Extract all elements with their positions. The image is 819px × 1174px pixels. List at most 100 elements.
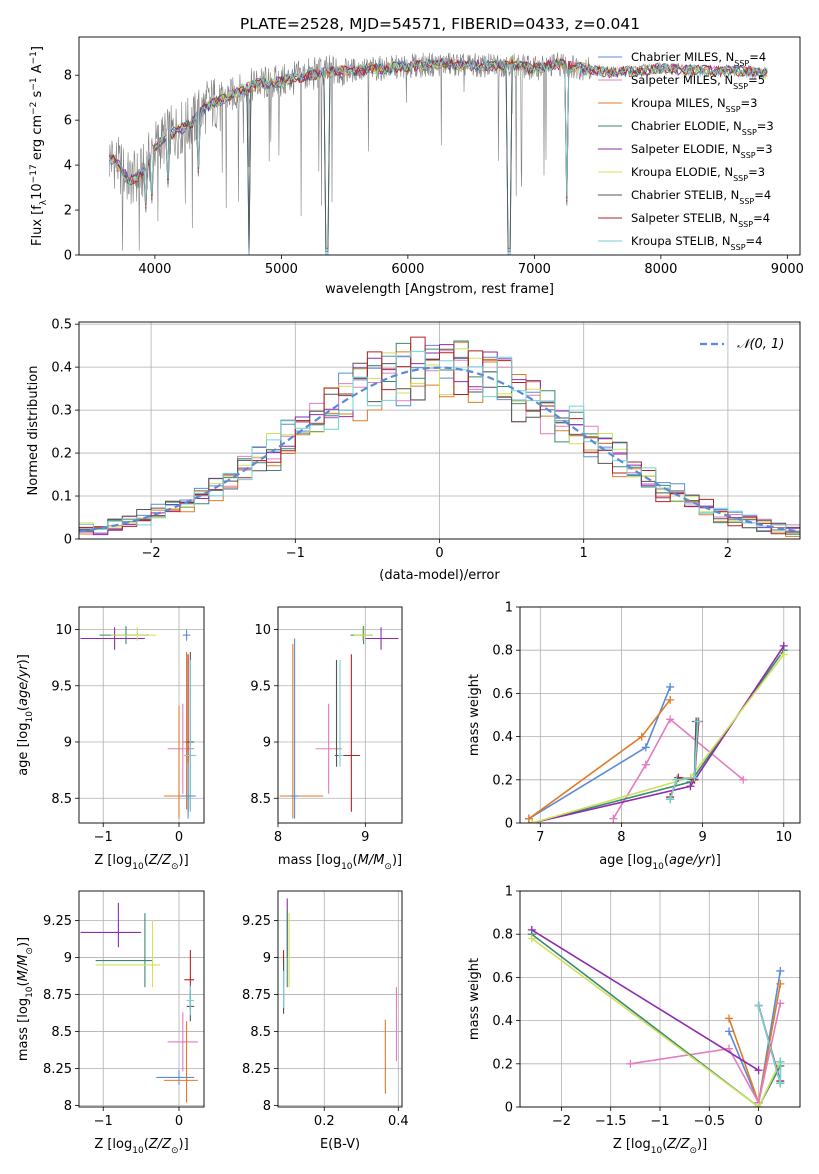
data-point-marker (776, 1079, 785, 1088)
x-axis-label: Z [log10(Z/Z⊙)] (613, 1137, 707, 1156)
x-tick-label: 0 (175, 1114, 183, 1129)
y-tick-label: 8 (263, 1099, 271, 1114)
svg-text:Flux [fλ10−17 erg cm−2 s−1 A−1: Flux [fλ10−17 erg cm−2 s−1 A−1] (29, 46, 49, 246)
model-spectrum-chabrier_stelib (109, 57, 768, 249)
x-tick-label: −1 (94, 830, 113, 845)
x-axis-label: Z [log10(Z/Z⊙)] (94, 1137, 188, 1156)
y-tick-label: 9 (263, 736, 271, 751)
errorbar-point (184, 659, 197, 812)
x-tick-label: 1 (580, 546, 588, 561)
x-tick-label: 6000 (391, 262, 424, 277)
errorbar-point (156, 1070, 195, 1085)
data-point-marker (725, 1014, 734, 1023)
x-tick-label: 5000 (265, 262, 298, 277)
axes-frame (277, 606, 403, 824)
x-tick-label: 2 (724, 546, 732, 561)
data-point-marker (641, 743, 650, 752)
weight_vs_age-panel: 7 8 9 10 0 0.2 0.4 0.6 0.8 1 age [log10(age/yr)] ma… (467, 601, 801, 872)
weight_vs_Z-marks (527, 925, 785, 1107)
legend-label: Salpeter STELIB, NSSP=4 (631, 211, 770, 229)
y-tick-label: 0 (505, 817, 513, 832)
x-tick-label: 10 (775, 830, 792, 845)
weight_vs_age-marks (524, 641, 788, 823)
axes-frame (519, 606, 801, 824)
x-tick-label: −1 (650, 1114, 669, 1129)
data-point-marker (626, 1059, 635, 1068)
series-kroupa_elodie (528, 650, 788, 823)
y-axis-label: Flux [fλ10−17 erg cm−2 s−1 A−1] (29, 46, 49, 246)
x-tick-label: 0.2 (314, 1114, 335, 1129)
x-tick-label: 9 (361, 830, 369, 845)
mass_vs_EBV-marks (283, 898, 397, 1094)
x-tick-label: 7000 (518, 262, 551, 277)
y-tick-label: 0.8 (492, 928, 513, 943)
svg-text:Z [log10(Z/Z⊙)]: Z [log10(Z/Z⊙)] (94, 853, 188, 872)
y-tick-label: 0 (64, 533, 72, 548)
y-tick-label: 0 (505, 1101, 513, 1116)
mass_vs_Z-marks (80, 902, 198, 1103)
normal-curve (79, 366, 800, 533)
series-line (669, 721, 699, 800)
residuals-legend: 𝒩(0, 1) (700, 337, 784, 352)
mass_vs_EBV-panel: 0.2 0.4 8 8.25 8.5 8.75 9 9.25 (242, 890, 409, 1129)
age_vs_mass-panel: 8 9 8.5 9 9.5 10 mass [log10(M/M⊙)] (250, 606, 403, 872)
data-point-marker (776, 979, 785, 988)
data-point-marker (609, 814, 618, 823)
series-salpeter_elodie (528, 641, 788, 823)
errorbar-point (110, 627, 157, 641)
errorbar-point (338, 654, 361, 812)
data-point-marker (527, 934, 536, 943)
y-tick-label: 10 (55, 623, 72, 638)
errorbar-point (365, 627, 399, 650)
errorbar-point (80, 627, 145, 650)
y-tick-label: 0.2 (51, 447, 72, 462)
y-tick-label: 8.5 (250, 792, 271, 807)
x-tick-label: 0.4 (388, 1114, 409, 1129)
errorbar-point (167, 703, 195, 794)
axes-frame (78, 36, 801, 256)
series-line (531, 929, 760, 1071)
y-tick-label: 0.6 (492, 687, 513, 702)
series-line (531, 937, 782, 1107)
x-tick-label: 9 (698, 830, 706, 845)
y-tick-label: 0.5 (51, 318, 72, 333)
data-point-marker (693, 717, 702, 726)
y-tick-label: 0.8 (492, 644, 513, 659)
legend-label: Kroupa STELIB, NSSP=4 (631, 234, 762, 252)
errorbar-point (167, 1012, 198, 1072)
errorbar-point (290, 638, 299, 819)
svg-text:mass [log10(M/M⊙)]: mass [log10(M/M⊙)] (278, 853, 402, 872)
series-line (531, 654, 785, 823)
series-salpeter_miles (609, 715, 748, 823)
y-tick-label: 8.25 (242, 1062, 271, 1077)
data-point-marker (641, 760, 650, 769)
y-axis-label: mass weight (467, 674, 482, 756)
series-line (531, 933, 782, 1107)
series-salpeter_elodie (527, 925, 763, 1075)
y-tick-label: 0.3 (51, 404, 72, 419)
x-axis-label: mass [log10(M/M⊙)] (278, 853, 402, 872)
series-line (728, 983, 782, 1106)
legend-label: 𝒩(0, 1) (737, 337, 784, 352)
data-point-marker (690, 773, 699, 782)
axes-frame (78, 321, 801, 540)
errorbar-point (315, 703, 342, 794)
y-tick-label: 9.25 (43, 914, 72, 929)
x-tick-label: 8000 (644, 262, 677, 277)
svg-text:age [log10(age/yr)]: age [log10(age/yr)] (599, 853, 721, 872)
series-kroupa_miles (524, 695, 675, 823)
x-axis-label: Z [log10(Z/Z⊙)] (94, 853, 188, 872)
errorbar-point (163, 1021, 198, 1103)
y-tick-label: 8.75 (43, 988, 72, 1003)
y-tick-label: 4 (64, 159, 72, 174)
x-tick-label: 7 (536, 830, 544, 845)
x-tick-label: 0 (175, 830, 183, 845)
data-point-marker (666, 795, 675, 804)
weight_vs_Z-panel: −2 −1.5 −1 −0.5 0 0 0.2 0.4 0.6 0.8 1 Z [log10(Z/Z⊙… (467, 885, 801, 1156)
x-tick-label: −2 (552, 1114, 571, 1129)
series-salpeter_miles (626, 999, 785, 1107)
y-tick-label: 0.6 (492, 971, 513, 986)
x-tick-label: 8 (274, 830, 282, 845)
y-tick-label: 8.5 (51, 1025, 72, 1040)
age_vs_Z-marks (80, 626, 197, 819)
